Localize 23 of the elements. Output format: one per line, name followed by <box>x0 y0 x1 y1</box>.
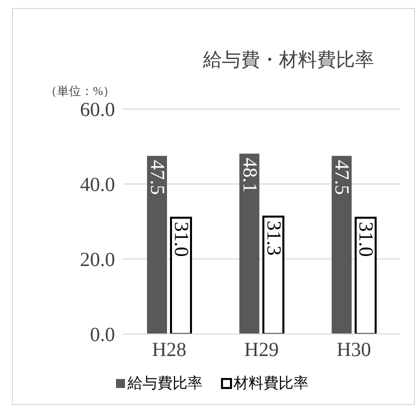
x-tick-label: H28 <box>152 339 186 362</box>
legend-label: 材料費比率 <box>234 374 308 393</box>
bar <box>354 216 377 334</box>
text: （単位：%） <box>45 83 115 100</box>
chart-title: 給与費・材料費比率 <box>202 49 375 73</box>
y-tick-label: 60.0 <box>80 99 115 122</box>
bar <box>262 216 284 334</box>
bar <box>239 154 260 334</box>
data-label: 47.5 <box>146 160 168 195</box>
y-tick-label: 0.0 <box>90 324 115 346</box>
data-label: 31.0 <box>354 222 377 257</box>
data-label: 48.1 <box>238 158 260 193</box>
y-tick-label: 40.0 <box>80 174 115 196</box>
x-tick-label: H29 <box>244 339 279 362</box>
legend-label: 給与費比率 <box>128 374 202 393</box>
bar <box>147 156 168 334</box>
data-label: 31.3 <box>262 220 284 256</box>
bar <box>170 216 192 334</box>
x-tick-label: H30 <box>336 339 372 362</box>
y-tick-label: 20.0 <box>80 249 115 272</box>
data-label: 31.0 <box>170 222 192 257</box>
data-label: 47.5 <box>330 160 353 195</box>
bar <box>332 156 352 334</box>
